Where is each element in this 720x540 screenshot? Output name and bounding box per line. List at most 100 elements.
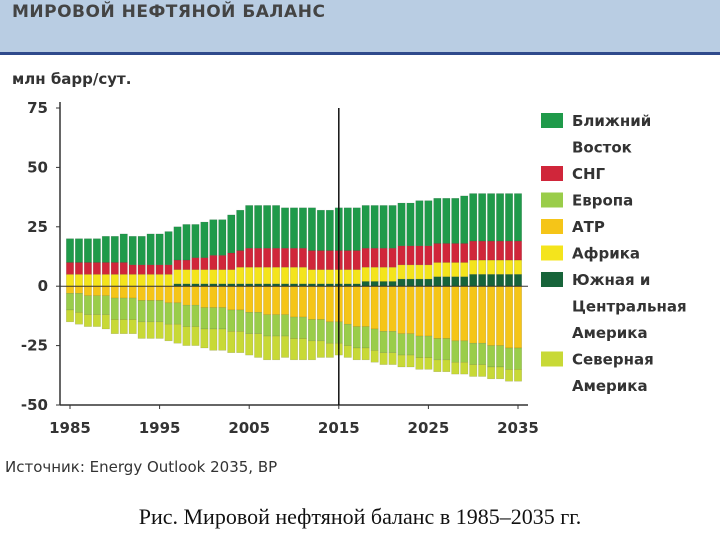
- bar-segment: [182, 224, 191, 261]
- bar-segment: [182, 326, 191, 346]
- bar-segment: [66, 274, 74, 287]
- bar-segment: [505, 347, 513, 370]
- bar-segment: [352, 207, 361, 251]
- y-tick-label: 75: [27, 99, 48, 117]
- bar-segment: [173, 269, 182, 285]
- bar-segment: [299, 316, 307, 339]
- bar-segment: [75, 238, 83, 263]
- bar-segment: [173, 323, 182, 344]
- bar-segment: [487, 345, 496, 368]
- bar-segment: [460, 361, 469, 375]
- bar-segment: [325, 209, 334, 251]
- bar-segment: [281, 207, 289, 249]
- bar-segment: [227, 252, 236, 270]
- bar-segment: [146, 274, 155, 287]
- bar-segment: [83, 295, 92, 315]
- bar-segment: [191, 269, 200, 285]
- bar-segment: [379, 331, 388, 353]
- bar-segment: [307, 269, 316, 285]
- bar-segment: [478, 364, 487, 377]
- bar-segment: [110, 319, 119, 334]
- bar-segment: [245, 205, 254, 249]
- legend-swatch: [541, 351, 563, 367]
- legend-swatch: [541, 219, 563, 234]
- bar-segment: [209, 307, 218, 330]
- bar-segment: [119, 285, 128, 299]
- bar-segment: [164, 323, 173, 342]
- legend-label: АТР: [572, 218, 605, 236]
- bar-segment: [406, 202, 415, 247]
- bar-segment: [442, 359, 451, 372]
- bar-segment: [343, 250, 352, 270]
- bar-segment: [343, 323, 352, 346]
- bar-segment: [343, 285, 352, 325]
- bar-segment: [137, 285, 146, 301]
- bar-segment: [514, 259, 522, 275]
- bar-segment: [397, 285, 406, 334]
- bar-segment: [281, 285, 289, 315]
- bar-segment: [110, 285, 119, 299]
- bar-segment: [496, 366, 505, 380]
- bar-segment: [487, 240, 496, 261]
- bar-segment: [397, 245, 406, 266]
- bar-segment: [236, 285, 245, 311]
- bar-segment: [254, 333, 263, 358]
- bar-segment: [433, 276, 442, 287]
- bar-segment: [110, 262, 119, 275]
- bar-segment: [487, 193, 496, 242]
- bar-segment: [164, 231, 173, 266]
- bar-segment: [361, 285, 370, 327]
- bar-segment: [478, 342, 487, 365]
- bar-segment: [182, 269, 191, 285]
- bar-segment: [361, 266, 370, 282]
- bar-segment: [442, 276, 451, 287]
- bar-segment: [281, 314, 289, 337]
- bar-segment: [352, 285, 361, 327]
- bar-segment: [92, 285, 101, 296]
- bar-segment: [478, 285, 487, 344]
- bar-segment: [379, 281, 388, 287]
- bar-segment: [469, 342, 478, 365]
- bar-segment: [424, 285, 433, 337]
- bar-segment: [451, 361, 460, 375]
- x-tick-label: 2025: [408, 419, 450, 437]
- bar-segment: [173, 259, 182, 270]
- legend-label: Америка: [572, 377, 648, 395]
- bar-segment: [433, 198, 442, 244]
- bar-segment: [254, 312, 263, 334]
- bar-segment: [451, 340, 460, 363]
- bar-segment: [397, 278, 406, 287]
- bar-segment: [478, 259, 487, 275]
- bar-segment: [218, 307, 227, 330]
- legend-swatch: [541, 192, 563, 208]
- bar-segment: [451, 285, 460, 342]
- bar-segment: [361, 247, 370, 268]
- bar-segment: [119, 297, 128, 320]
- bar-segment: [388, 352, 397, 365]
- bar-segment: [137, 321, 146, 339]
- bar-segment: [442, 198, 451, 244]
- bar-segment: [119, 274, 128, 287]
- bar-segment: [155, 321, 164, 339]
- bar-segment: [397, 202, 406, 247]
- bar-segment: [397, 354, 406, 368]
- bar-segment: [92, 238, 101, 263]
- bar-segment: [352, 326, 361, 349]
- figure-caption: Рис. Мировой нефтяной баланс в 1985–2035…: [138, 504, 582, 529]
- bar-segment: [478, 274, 487, 287]
- bar-segment: [146, 300, 155, 323]
- bar-segment: [307, 319, 316, 342]
- bar-segment: [361, 326, 370, 349]
- bar-segment: [218, 255, 227, 270]
- bar-segment: [128, 264, 137, 275]
- bar-segment: [75, 274, 83, 287]
- bar-segment: [92, 295, 101, 315]
- bar-segment: [451, 276, 460, 287]
- bar-segment: [451, 198, 460, 244]
- bar-segment: [460, 243, 469, 263]
- bar-segment: [272, 285, 281, 315]
- bar-segment: [119, 319, 128, 334]
- bar-segment: [370, 247, 379, 268]
- bar-segment: [496, 345, 505, 368]
